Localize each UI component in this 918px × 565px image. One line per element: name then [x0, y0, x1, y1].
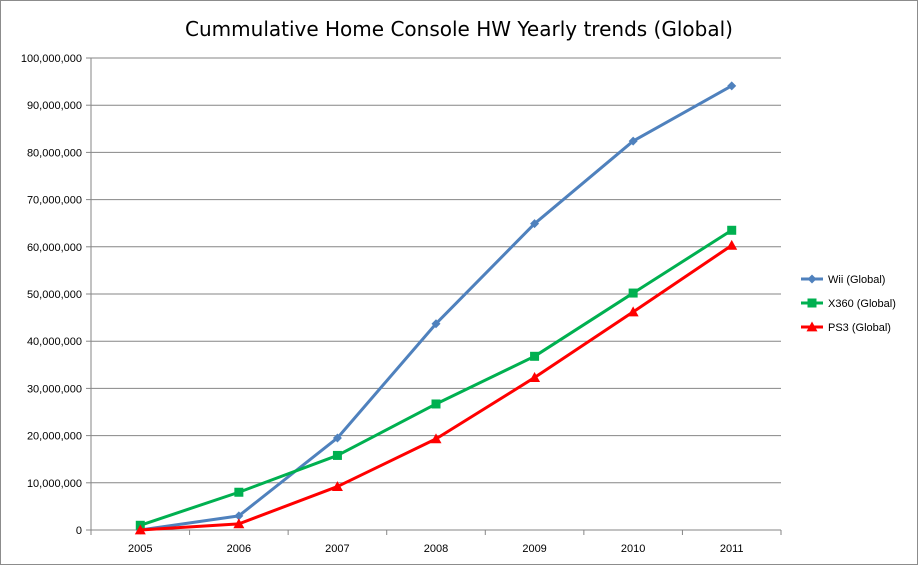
series-lines [134, 81, 738, 535]
y-tick-label: 60,000,000 [27, 242, 82, 254]
data-point [234, 487, 244, 497]
data-point [431, 399, 441, 409]
y-tick-label: 80,000,000 [27, 147, 82, 159]
chart-title: Cummulative Home Console HW Yearly trend… [185, 17, 733, 41]
data-point [332, 433, 342, 443]
legend: Wii (Global) X360 (Global) PS3 (Global) [801, 274, 896, 334]
x-tick-label: 2009 [522, 543, 546, 555]
y-tick-label: 20,000,000 [27, 431, 82, 443]
data-point [234, 511, 244, 521]
legend-label: Wii (Global) [828, 274, 885, 286]
y-tick-label: 40,000,000 [27, 336, 82, 348]
legend-entry: X360 (Global) [801, 298, 896, 310]
x-tick-label: 2008 [424, 543, 448, 555]
series-x360-global [135, 225, 737, 530]
x-tick-label: 2006 [227, 543, 251, 555]
x-axis-tick-labels: 2005 2006 2007 2008 2009 2010 2011 [128, 543, 743, 555]
x-tick-label: 2007 [325, 543, 349, 555]
data-point [431, 319, 441, 329]
data-point [530, 219, 540, 229]
series-line [139, 229, 733, 527]
y-tick-label: 30,000,000 [27, 383, 82, 395]
y-tick-label: 90,000,000 [27, 100, 82, 112]
data-point [233, 518, 245, 529]
x-tick-label: 2005 [128, 543, 152, 555]
data-point [627, 306, 639, 317]
data-point [726, 239, 738, 250]
legend-entry: Wii (Global) [801, 274, 885, 286]
x-tick-label: 2011 [720, 543, 744, 555]
y-tick-label: 70,000,000 [27, 195, 82, 207]
y-tick-label: 0 [76, 525, 82, 537]
y-tick-label: 10,000,000 [27, 478, 82, 490]
data-point [628, 136, 638, 146]
legend-swatch-marker [806, 321, 818, 332]
series-ps3-global [134, 239, 738, 535]
x-tick-label: 2010 [621, 543, 645, 555]
legend-label: X360 (Global) [828, 298, 896, 310]
data-point [331, 481, 343, 491]
legend-swatch-marker [807, 298, 817, 308]
legend-swatch-marker [807, 274, 817, 284]
y-axis-tick-labels: 0 10,000,000 20,000,000 30,000,000 40,000,00… [21, 53, 82, 537]
data-point [134, 524, 146, 535]
y-tick-label: 50,000,000 [27, 289, 82, 301]
legend-entry: PS3 (Global) [801, 321, 891, 334]
data-point [530, 351, 540, 361]
data-point [727, 81, 737, 91]
gridlines [91, 57, 781, 484]
data-point [332, 450, 342, 460]
data-point [628, 288, 638, 298]
data-point [430, 433, 442, 444]
data-point [727, 225, 737, 235]
axes [86, 57, 782, 535]
legend-label: PS3 (Global) [828, 322, 891, 334]
y-tick-label: 100,000,000 [21, 53, 82, 65]
data-point [529, 372, 541, 382]
series-wii-global [135, 81, 737, 535]
